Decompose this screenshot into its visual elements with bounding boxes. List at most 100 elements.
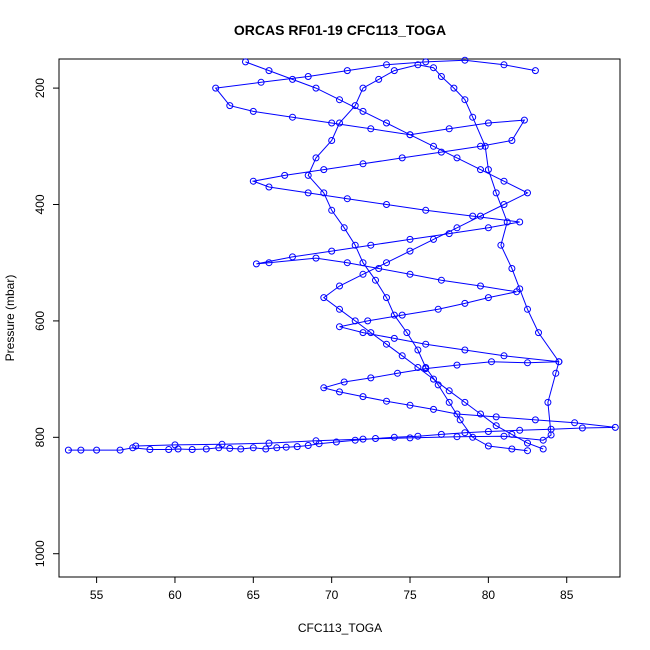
data-point <box>484 428 492 435</box>
data-point <box>312 254 320 262</box>
data-point <box>453 433 461 441</box>
data-point <box>304 442 312 449</box>
data-point <box>383 294 390 302</box>
data-point <box>403 329 411 337</box>
data-point <box>469 212 477 220</box>
data-point <box>304 73 312 80</box>
data-point <box>165 446 173 453</box>
data-point <box>524 447 531 455</box>
data-point <box>437 73 445 80</box>
data-point <box>398 154 406 162</box>
data-point <box>535 329 542 337</box>
data-point <box>252 260 260 268</box>
data-point <box>343 195 351 203</box>
data-point <box>406 235 414 243</box>
data-point <box>312 84 320 92</box>
data-point <box>477 410 484 418</box>
data-point <box>477 166 484 174</box>
data-point <box>188 446 196 453</box>
data-point <box>461 96 469 104</box>
data-point <box>359 84 367 92</box>
data-point <box>571 419 579 427</box>
y-tick-label: 600 <box>33 311 47 331</box>
data-point <box>406 434 414 442</box>
data-point <box>539 445 547 453</box>
data-point <box>304 171 312 179</box>
data-point <box>434 305 442 313</box>
data-point <box>578 424 586 432</box>
data-point <box>445 125 453 133</box>
data-point <box>531 67 539 75</box>
data-point <box>611 423 619 431</box>
data-point <box>492 422 500 430</box>
data-point <box>320 189 328 197</box>
series-0 <box>64 56 619 454</box>
data-point <box>249 177 257 185</box>
data-point <box>351 436 359 444</box>
data-point <box>218 440 226 448</box>
data-point <box>492 413 500 421</box>
data-point <box>351 317 359 325</box>
data-point <box>437 276 445 284</box>
data-point <box>524 359 531 367</box>
data-point <box>289 253 296 261</box>
data-point <box>430 375 437 383</box>
y-axis-label: Pressure (mbar) <box>3 275 17 362</box>
series-line <box>68 59 616 451</box>
data-point <box>257 78 265 86</box>
x-tick-label: 65 <box>247 588 261 602</box>
data-point <box>367 329 375 337</box>
data-point <box>481 142 489 150</box>
data-point <box>484 166 492 174</box>
data-point <box>508 430 516 438</box>
data-point <box>516 285 524 293</box>
data-point <box>77 446 85 454</box>
data-point <box>340 378 348 386</box>
data-point <box>430 142 437 150</box>
data-point <box>524 439 531 447</box>
data-point <box>477 212 484 220</box>
data-point <box>312 154 320 162</box>
y-tick-label: 400 <box>33 194 47 214</box>
data-point <box>262 445 270 453</box>
data-point <box>312 437 320 445</box>
data-point <box>359 329 367 337</box>
data-point <box>359 270 367 278</box>
data-point <box>237 445 245 453</box>
data-point <box>289 75 296 83</box>
data-point <box>383 340 390 348</box>
data-point <box>367 374 375 382</box>
series-1 <box>132 61 563 455</box>
data-point <box>500 201 508 208</box>
data-point <box>492 189 500 197</box>
data-point <box>265 439 273 447</box>
y-tick-label: 800 <box>33 427 47 447</box>
data-point <box>383 397 390 405</box>
data-point <box>359 259 367 267</box>
x-tick-label: 80 <box>482 588 496 602</box>
data-point <box>422 340 430 348</box>
data-point <box>336 323 343 331</box>
data-point <box>430 405 437 413</box>
data-point <box>477 142 484 150</box>
x-axis-label: CFC113_TOGA <box>298 621 382 635</box>
data-point <box>304 189 312 197</box>
data-point <box>555 358 563 366</box>
x-tick-label: 70 <box>325 588 339 602</box>
data-point <box>212 84 220 92</box>
data-point <box>320 166 328 174</box>
data-point <box>132 442 140 450</box>
data-point <box>500 352 508 360</box>
data-point <box>390 311 398 319</box>
data-point <box>406 247 414 255</box>
data-point <box>450 84 458 92</box>
data-point <box>453 361 461 369</box>
y-axis: 200 400 600 800 1000 <box>33 78 59 567</box>
x-tick-label: 85 <box>560 588 574 602</box>
data-point <box>398 352 406 360</box>
data-point <box>453 410 461 418</box>
data-point <box>406 270 414 278</box>
data-point <box>359 107 367 115</box>
data-point <box>430 64 437 72</box>
